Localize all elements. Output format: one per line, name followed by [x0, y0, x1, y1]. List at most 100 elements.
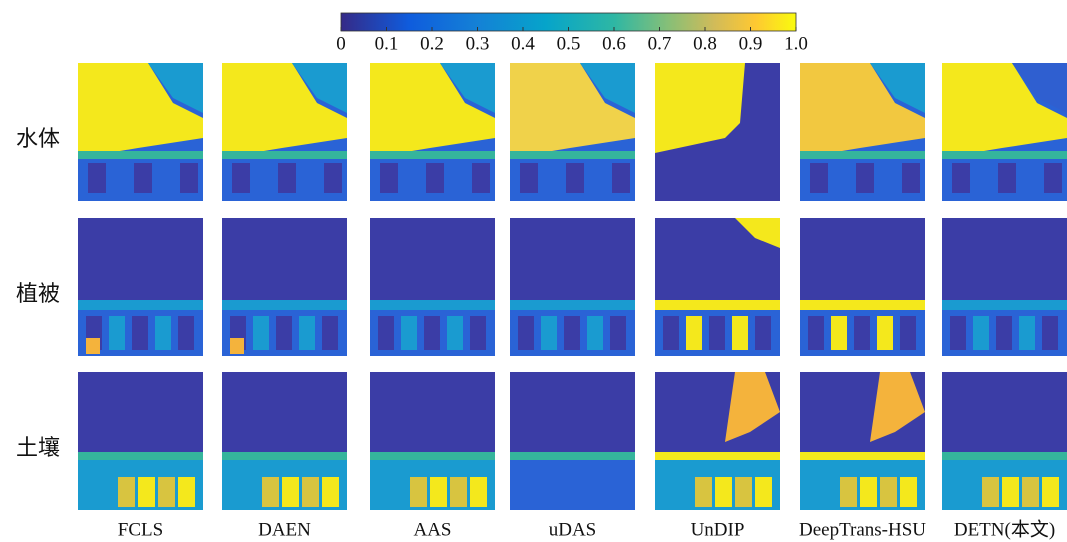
- shore-strip: [222, 151, 347, 159]
- field: [138, 477, 155, 507]
- field: [590, 477, 607, 507]
- shore-strip: [510, 151, 635, 159]
- abundance-map: [510, 372, 635, 510]
- shore: [440, 63, 495, 113]
- field: [880, 477, 897, 507]
- abundance-map: [942, 218, 1067, 356]
- abundance-map: [942, 372, 1067, 510]
- column-label: DETN(本文): [954, 518, 1055, 540]
- water-region: [510, 63, 635, 158]
- field: [282, 477, 299, 507]
- field: [401, 316, 417, 350]
- field: [952, 163, 970, 193]
- field: [324, 163, 342, 193]
- water-region: [942, 63, 1067, 158]
- field: [564, 316, 580, 350]
- shore: [1012, 63, 1067, 113]
- field: [589, 163, 607, 193]
- field: [301, 163, 319, 193]
- field: [996, 316, 1012, 350]
- field: [1021, 163, 1039, 193]
- shore-strip: [222, 452, 347, 460]
- abundance-map: [222, 63, 347, 201]
- field: [180, 163, 198, 193]
- field: [1002, 477, 1019, 507]
- shore-strip: [370, 151, 495, 159]
- field: [755, 316, 771, 350]
- field: [470, 316, 486, 350]
- field: [109, 316, 125, 350]
- shore-strip: [800, 300, 925, 310]
- shore-strip: [942, 151, 1067, 159]
- shore-strip: [655, 300, 780, 310]
- field: [810, 163, 828, 193]
- column-label: DAEN: [258, 519, 311, 540]
- field: [709, 316, 725, 350]
- colorbar-tick-label: 0.1: [375, 33, 399, 54]
- field: [403, 163, 421, 193]
- colorbar-tick-label: 0.2: [420, 33, 444, 54]
- field: [299, 316, 315, 350]
- water-region: [800, 63, 925, 158]
- field: [520, 163, 538, 193]
- shore-strip: [655, 452, 780, 460]
- field: [378, 316, 394, 350]
- field: [982, 477, 999, 507]
- shore-strip: [510, 452, 635, 460]
- field: [755, 477, 772, 507]
- field: [543, 163, 561, 193]
- field: [973, 316, 989, 350]
- field: [157, 163, 175, 193]
- colorbar-tick-label: 1.0: [784, 33, 808, 54]
- field: [426, 163, 444, 193]
- field: [975, 163, 993, 193]
- field: [86, 338, 100, 354]
- abundance-map: [370, 63, 495, 201]
- column-label: FCLS: [118, 519, 163, 540]
- field: [1022, 477, 1039, 507]
- field: [134, 163, 152, 193]
- abundance-map: [655, 218, 780, 356]
- field: [998, 163, 1016, 193]
- field: [1044, 163, 1062, 193]
- shore: [580, 63, 635, 113]
- field: [158, 477, 175, 507]
- field: [302, 477, 319, 507]
- soil-patch: [725, 372, 780, 442]
- abundance-map: [78, 218, 203, 356]
- field: [902, 163, 920, 193]
- colorbar-tick-label: 0: [336, 33, 346, 54]
- shore: [870, 63, 925, 113]
- shore-strip: [370, 300, 495, 310]
- field: [278, 163, 296, 193]
- field: [1042, 477, 1059, 507]
- field: [695, 477, 712, 507]
- field: [541, 316, 557, 350]
- abundance-map: [370, 218, 495, 356]
- field: [472, 163, 490, 193]
- field: [663, 316, 679, 350]
- field: [410, 477, 427, 507]
- field: [380, 163, 398, 193]
- field: [424, 316, 440, 350]
- abundance-map: [800, 372, 925, 510]
- field: [262, 477, 279, 507]
- vegetation-patch: [735, 218, 780, 248]
- abundance-map: [510, 63, 635, 201]
- shore-strip: [800, 452, 925, 460]
- field: [735, 477, 752, 507]
- field: [230, 338, 244, 354]
- column-label: uDAS: [549, 519, 597, 540]
- row-label: 水体: [16, 126, 60, 151]
- colorbar-tick-label: 0.9: [739, 33, 763, 54]
- abundance-map: [222, 218, 347, 356]
- colorbar-tick-label: 0.5: [557, 33, 581, 54]
- field: [88, 163, 106, 193]
- abundance-map: [655, 372, 780, 510]
- field: [950, 316, 966, 350]
- field: [831, 316, 847, 350]
- shore-strip: [510, 300, 635, 310]
- field: [1019, 316, 1035, 350]
- colorbar-tick-label: 0.4: [511, 33, 535, 54]
